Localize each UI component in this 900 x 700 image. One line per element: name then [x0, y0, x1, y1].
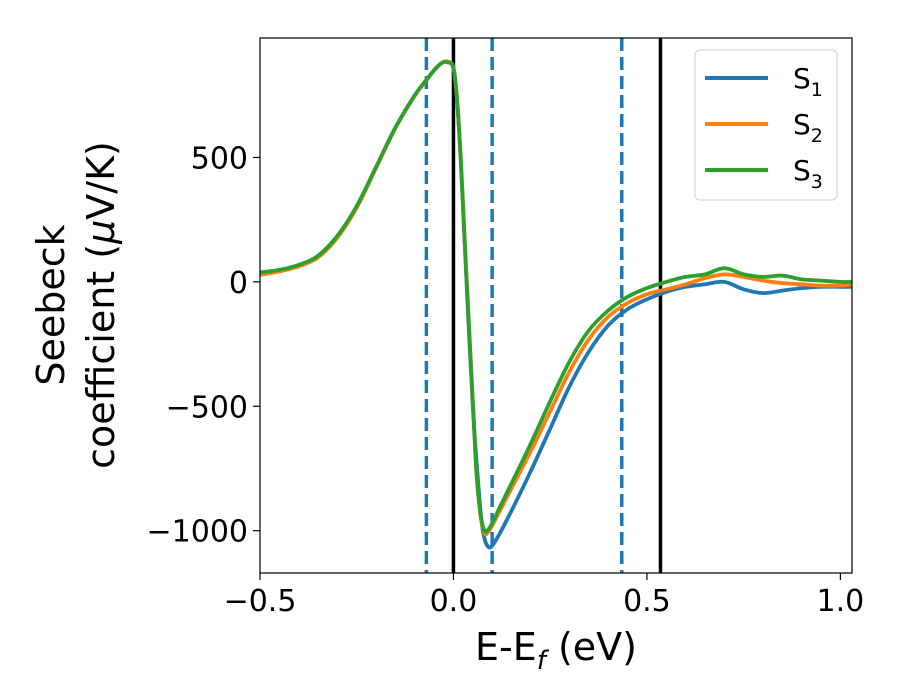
x-tick-label: −0.5: [224, 584, 297, 619]
y-tick-label: −500: [166, 390, 248, 425]
plot-frame: [259, 37, 853, 574]
legend: S1 S2 S3: [694, 49, 838, 201]
x-tick-label: 0.5: [623, 584, 671, 619]
x-axis-label: E-Ef (eV): [475, 625, 637, 676]
y-tick-label: 0: [229, 266, 248, 301]
y-tick-label: 500: [191, 141, 248, 176]
x-tick-label: 1.0: [817, 584, 865, 619]
y-axis-ticks: −1000 −500 0 500: [147, 141, 260, 550]
x-tick-label: 0.0: [430, 584, 478, 619]
y-axis-label-line1: Seebeck: [29, 224, 73, 385]
y-axis-label-line2: coefficient (μV/K): [79, 141, 123, 469]
y-tick-label: −1000: [147, 515, 248, 550]
reference-lines: [424, 38, 663, 573]
series-lines: [260, 59, 852, 550]
legend-label-s3: S3: [793, 154, 823, 193]
series-line-s3: [260, 59, 852, 534]
x-axis-ticks: −0.5 0.0 0.5 1.0: [224, 573, 865, 619]
y-axis-label: Seebeck coefficient (μV/K): [29, 141, 123, 469]
legend-label-s2: S2: [793, 108, 823, 147]
legend-label-s1: S1: [793, 62, 823, 101]
